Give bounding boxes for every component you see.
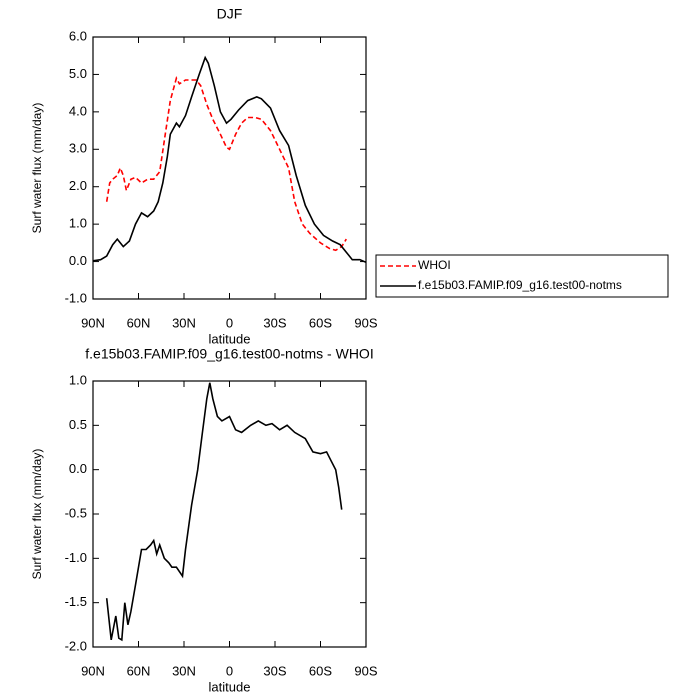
plot-frame xyxy=(92,36,367,300)
y-tick-label: 0.0 xyxy=(69,253,87,268)
x-tick-label: 0 xyxy=(226,663,233,678)
y-tick-label: 1.0 xyxy=(69,372,87,387)
x-tick-label: 60N xyxy=(127,663,151,678)
legend-label: f.e15b03.FAMIP.f09_g16.test00-notms xyxy=(418,278,622,292)
data-line xyxy=(92,55,367,264)
x-tick-label: 90S xyxy=(354,315,377,330)
x-tick-label: 30N xyxy=(172,315,196,330)
x-tick-label: 60N xyxy=(127,315,151,330)
x-tick-label: 30S xyxy=(263,315,286,330)
x-axis-label: latitude xyxy=(209,679,251,694)
x-tick-label: 60S xyxy=(309,315,332,330)
y-axis-label: Surf water flux (mm/day) xyxy=(30,449,44,580)
x-axis-label: latitude xyxy=(209,331,251,346)
x-tick-label: 60S xyxy=(309,663,332,678)
y-tick-label: -0.5 xyxy=(65,505,87,520)
y-tick-label: -1.0 xyxy=(65,550,87,565)
chart-title: DJF xyxy=(217,6,243,22)
x-tick-label: 90N xyxy=(81,663,105,678)
y-tick-label: 3.0 xyxy=(69,141,87,156)
x-tick-label: 90N xyxy=(81,315,105,330)
y-tick-label: 0.5 xyxy=(69,417,87,432)
data-line xyxy=(105,76,347,252)
y-tick-label: -1.0 xyxy=(65,290,87,305)
y-axis-label: Surf water flux (mm/day) xyxy=(30,103,44,234)
x-tick-label: 30S xyxy=(263,663,286,678)
x-tick-label: 90S xyxy=(354,663,377,678)
x-tick-label: 30N xyxy=(172,663,196,678)
y-tick-label: 6.0 xyxy=(69,28,87,43)
y-tick-label: -1.5 xyxy=(65,594,87,609)
x-tick-label: 0 xyxy=(226,315,233,330)
y-tick-label: 1.0 xyxy=(69,216,87,231)
legend-label: WHOI xyxy=(418,258,451,272)
y-tick-label: 4.0 xyxy=(69,103,87,118)
y-tick-label: 0.0 xyxy=(69,461,87,476)
plot-frame xyxy=(92,380,367,648)
y-tick-label: 5.0 xyxy=(69,66,87,81)
y-tick-label: -2.0 xyxy=(65,638,87,653)
chart-title: f.e15b03.FAMIP.f09_g16.test00-notms - WH… xyxy=(85,346,373,362)
data-line xyxy=(105,382,343,642)
legend-box xyxy=(375,254,669,298)
y-tick-label: 2.0 xyxy=(69,178,87,193)
